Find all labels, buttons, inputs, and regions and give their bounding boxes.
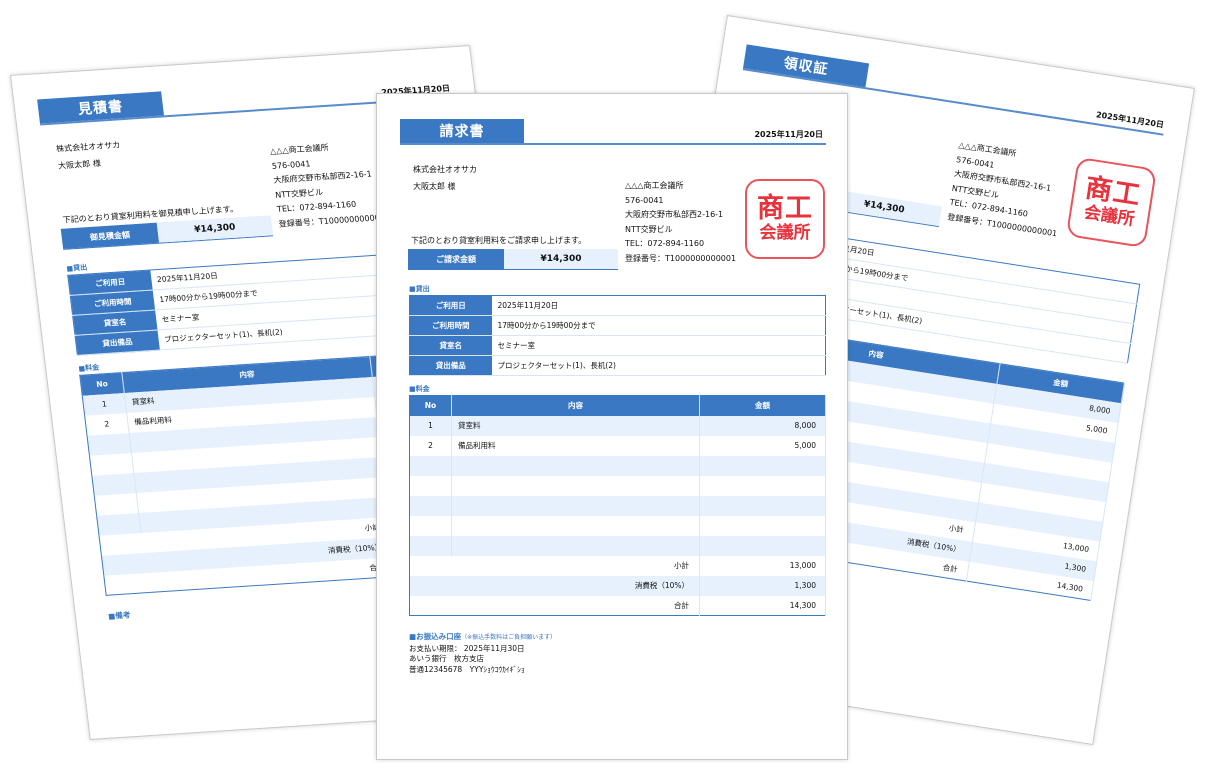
header-divider xyxy=(400,143,826,145)
total-amount: 13,000 xyxy=(699,555,826,576)
document-title: 請求書 xyxy=(400,119,524,143)
issuer-block: △△△商工会議所 576-0041 大阪府交野市私部西2-16-1 NTT交野ビル TE… xyxy=(946,138,1069,241)
rental-key: 貸室名 xyxy=(409,335,492,356)
document-invoice: 請求書 2025年11月20日 株式会社オオサカ 大阪太郎 様 △△△商工会議所 576-… xyxy=(376,93,848,760)
document-title: 領収証 xyxy=(743,44,870,88)
issuer-block: △△△商工会議所 576-0041 大阪府交野市私部西2-16-1 NTT交野ビル TE… xyxy=(269,138,391,232)
company-seal-stamp: 商工 会議所 xyxy=(745,179,825,259)
footer-line: お支払い期限： 2025年11月30日 xyxy=(409,643,525,653)
table-row: 貸室名セミナー室 xyxy=(409,335,826,356)
table-row-empty xyxy=(409,515,826,536)
item-no: 1 xyxy=(409,415,452,436)
total-amount: 14,300 xyxy=(699,595,826,616)
rental-value: 2025年11月20日 xyxy=(491,295,826,316)
issuer-line: 576-0041 xyxy=(625,195,664,205)
item-description: 備品利用料 xyxy=(451,435,700,456)
rental-key: ご利用日 xyxy=(409,295,492,316)
rental-value: 17時00分から19時00分まで xyxy=(491,315,826,336)
rental-section-heading: ■貸出 xyxy=(409,285,430,293)
amount-label: ご請求金額 xyxy=(408,249,504,269)
amount-value: ¥14,300 xyxy=(156,215,274,243)
fee-section-heading: ■料金 xyxy=(409,385,430,393)
total-label: 小計 xyxy=(409,555,700,576)
item-no: 2 xyxy=(409,435,452,456)
column-header: 内容 xyxy=(451,395,700,416)
total-label: 合計 xyxy=(409,595,700,616)
issuer-line: NTT交野ビル xyxy=(625,224,673,234)
issuer-line: 登録番号：T1000000000001 xyxy=(625,253,737,263)
table-row-empty xyxy=(409,535,826,556)
column-header: No xyxy=(409,395,452,416)
table-row-empty xyxy=(409,455,826,476)
rental-value: プロジェクターセット(1)、長机(2) xyxy=(491,355,826,376)
item-amount: 8,000 xyxy=(699,415,826,436)
footer-heading: ■備考 xyxy=(107,610,131,621)
rental-key: ご利用時間 xyxy=(409,315,492,336)
total-row: 消費税（10%）1,300 xyxy=(409,575,826,596)
issuer-block: △△△商工会議所 576-0041 大阪府交野市私部西2-16-1 NTT交野ビル TE… xyxy=(625,179,736,266)
client-name: 大阪太郎 様 xyxy=(57,158,102,171)
column-header: No xyxy=(79,372,125,396)
item-amount: 5,000 xyxy=(699,435,826,456)
table-row: 貸出備品プロジェクターセット(1)、長机(2) xyxy=(409,355,826,376)
footer-block: ■お振込み口座（※振込手数料はご負担願います） お支払い期限： 2025年11月3… xyxy=(409,632,556,675)
column-header: 金額 xyxy=(699,395,826,416)
table-row-empty xyxy=(409,475,826,496)
rental-value: セミナー室 xyxy=(491,335,826,356)
rental-key: 貸出備品 xyxy=(409,355,492,376)
total-amount: 1,300 xyxy=(699,575,826,596)
item-no: 2 xyxy=(84,412,129,436)
total-amount-box: ご請求金額 ¥14,300 xyxy=(408,249,618,270)
issuer-line: TEL：072-894-1160 xyxy=(625,239,705,248)
table-row-empty xyxy=(409,495,826,516)
total-label: 消費税（10%） xyxy=(409,575,700,596)
issuer-line: 大阪府交野市私部西2-16-1 xyxy=(625,210,724,219)
footer-heading: ■お振込み口座 xyxy=(409,632,462,641)
issue-date: 2025年11月20日 xyxy=(1095,110,1165,130)
footer-note: （※振込手数料はご負担願います） xyxy=(461,634,557,641)
rental-section-heading: ■貸出 xyxy=(66,263,88,273)
company-seal-stamp: 商工 会議所 xyxy=(1065,156,1158,249)
issue-date: 2025年11月20日 xyxy=(754,130,823,139)
footer-line: 普通12345678 YYYｼｮｳｺｳｶｲｷﾞｼｮ xyxy=(409,664,525,674)
rental-key: 貸出備品 xyxy=(75,329,160,356)
footer-line: あいう銀行 枚方支店 xyxy=(409,654,484,663)
client-company: 株式会社オオサカ xyxy=(413,165,477,174)
amount-label: 御見積金額 xyxy=(60,222,160,249)
item-no: 1 xyxy=(82,392,127,416)
amount-value: ¥14,300 xyxy=(504,249,618,269)
intro-text: 下記のとおり貸室利用料をご請求申し上げます。 xyxy=(411,236,587,245)
item-description: 貸室料 xyxy=(451,415,700,436)
fee-section-heading: ■料金 xyxy=(78,363,100,373)
footer-block: ■備考 xyxy=(108,610,131,622)
issuer-line: △△△商工会議所 xyxy=(625,181,684,190)
client-name: 大阪太郎 様 xyxy=(413,182,456,191)
client-company: 株式会社オオサカ xyxy=(55,140,121,154)
